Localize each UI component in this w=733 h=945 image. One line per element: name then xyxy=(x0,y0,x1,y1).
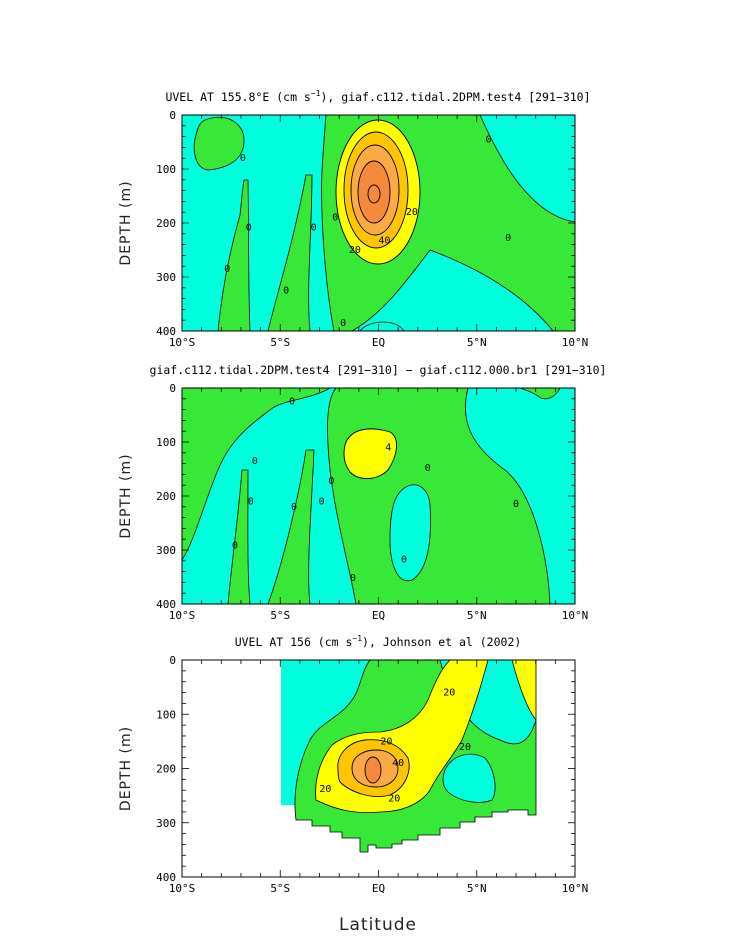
contour-label: 40 xyxy=(392,758,404,769)
x-tick-label: 10°N xyxy=(562,336,589,349)
y-axis-label: DEPTH (m) xyxy=(118,726,134,811)
contour-label: 0 xyxy=(505,233,511,244)
contour-label: 0 xyxy=(232,541,238,552)
y-tick-label: 300 xyxy=(156,271,176,284)
contour-label: 0 xyxy=(224,264,230,275)
y-tick-label: 100 xyxy=(156,708,176,721)
contour-label: 4 xyxy=(385,442,391,453)
positive-wedge-2 xyxy=(267,174,313,331)
contour-label: 0 xyxy=(340,318,346,329)
x-tick-label: EQ xyxy=(372,882,385,895)
y-tick-label: 200 xyxy=(156,217,176,230)
y-tick-label: 400 xyxy=(156,325,176,338)
contour-label: 0 xyxy=(291,502,297,513)
panel-1-title: UVEL AT 155.8°E (cm s−1), giaf.c112.tida… xyxy=(165,89,590,104)
y-tick-label: 400 xyxy=(156,598,176,611)
core-contour-4 xyxy=(343,428,397,479)
x-tick-label: 5°N xyxy=(467,609,487,622)
x-tick-label: EQ xyxy=(372,336,385,349)
contour-label: 0 xyxy=(311,222,317,233)
contour-label: 20 xyxy=(459,742,471,753)
contour-label: 0 xyxy=(246,222,252,233)
contour-label: 0 xyxy=(252,456,258,467)
x-tick-label: 5°S xyxy=(270,882,290,895)
core-contour-40 xyxy=(364,756,382,784)
panel-3-field xyxy=(281,660,537,853)
x-tick-label: 5°S xyxy=(270,609,290,622)
positive-region-west xyxy=(193,116,245,171)
x-tick-label: 10°N xyxy=(562,609,589,622)
y-tick-label: 300 xyxy=(156,544,176,557)
panel-3: UVEL AT 156 (cm s−1), Johnson et al (200… xyxy=(118,634,588,895)
panel-2-field xyxy=(182,388,575,604)
contour-label: 0 xyxy=(328,476,334,487)
x-tick-label: 5°S xyxy=(270,336,290,349)
contour-label: 20 xyxy=(319,784,331,795)
positive-wedge-1 xyxy=(217,179,251,331)
contour-label: 0 xyxy=(289,397,295,408)
contour-label: 0 xyxy=(401,555,407,566)
x-tick-label: 5°N xyxy=(467,336,487,349)
x-tick-label: 10°S xyxy=(169,882,196,895)
y-axis-label: DEPTH (m) xyxy=(118,180,134,265)
positive-region-ne xyxy=(519,388,561,400)
positive-wedge-2 xyxy=(267,449,315,604)
negative-patch xyxy=(442,753,496,803)
panel-3-title: UVEL AT 156 (cm s−1), Johnson et al (200… xyxy=(235,634,522,649)
positive-wedge-1 xyxy=(227,469,251,604)
positive-region-north xyxy=(182,388,331,561)
contour-label: 20 xyxy=(406,207,418,218)
x-tick-label: EQ xyxy=(372,609,385,622)
x-axis-label: Latitude xyxy=(339,915,417,935)
contour-label: 0 xyxy=(513,499,519,510)
x-tick-label: 10°S xyxy=(169,609,196,622)
contour-label: 20 xyxy=(388,793,400,804)
y-tick-label: 0 xyxy=(169,109,176,122)
y-tick-label: 400 xyxy=(156,871,176,884)
negative-hole xyxy=(389,484,431,582)
contour-label: 20 xyxy=(380,736,392,747)
y-tick-label: 200 xyxy=(156,490,176,503)
y-tick-label: 0 xyxy=(169,654,176,667)
contour-label: 0 xyxy=(350,573,356,584)
y-tick-label: 0 xyxy=(169,382,176,395)
core-contour-50 xyxy=(367,184,381,204)
contour-label: 0 xyxy=(248,496,254,507)
y-tick-label: 300 xyxy=(156,817,176,830)
y-tick-label: 200 xyxy=(156,763,176,776)
east-strip-10 xyxy=(511,660,537,722)
x-tick-label: 10°N xyxy=(562,882,589,895)
contour-label: 0 xyxy=(240,153,246,164)
contour-label: 0 xyxy=(318,496,324,507)
panel-2: giaf.c112.tidal.2DPM.test4 [291−310] − g… xyxy=(118,363,606,622)
contour-label: 20 xyxy=(349,245,361,256)
x-tick-label: 5°N xyxy=(467,882,487,895)
contour-label: 20 xyxy=(443,688,455,699)
contour-label: 0 xyxy=(425,463,431,474)
panel-1-field xyxy=(182,115,575,331)
y-tick-label: 100 xyxy=(156,436,176,449)
y-axis-label: DEPTH (m) xyxy=(118,453,134,538)
panel-1: UVEL AT 155.8°E (cm s−1), giaf.c112.tida… xyxy=(118,89,591,349)
panel-2-title: giaf.c112.tidal.2DPM.test4 [291−310] − g… xyxy=(150,363,607,377)
y-tick-label: 100 xyxy=(156,163,176,176)
contour-label: 40 xyxy=(378,235,390,246)
contour-label: 0 xyxy=(283,286,289,297)
contour-label: 0 xyxy=(486,134,492,145)
x-tick-label: 10°S xyxy=(169,336,196,349)
contour-label: 0 xyxy=(332,213,338,224)
